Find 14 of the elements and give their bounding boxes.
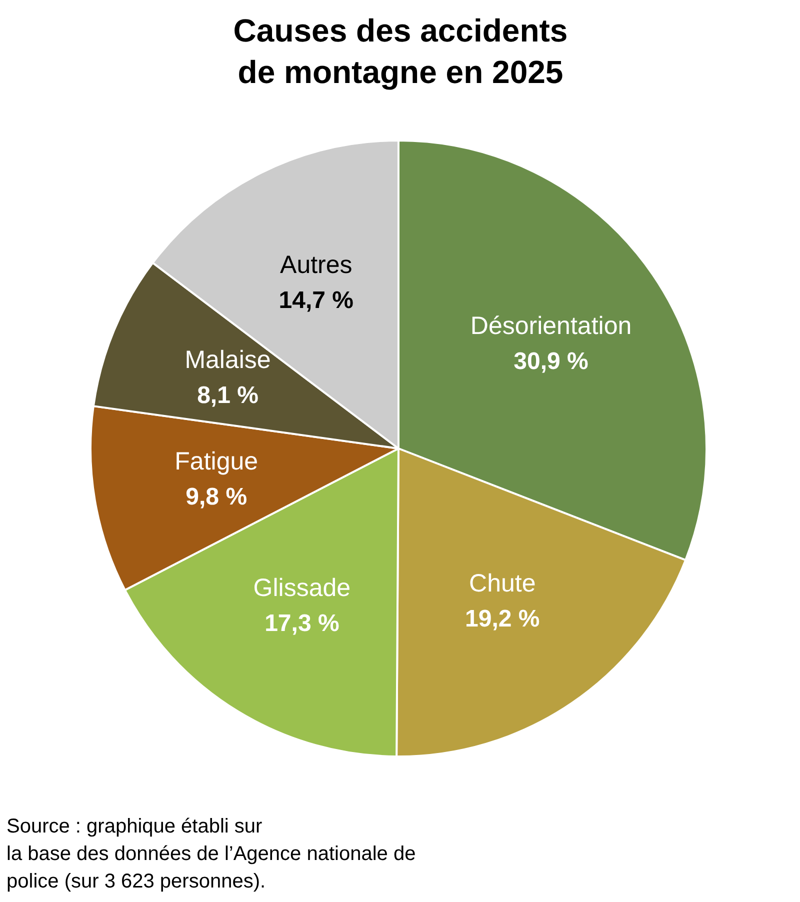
source-note: Source : graphique établi sur la base des données de l’Agence nationale de police (sur 3 623 personnes). xyxy=(6,816,416,892)
data-label: 19,2 % xyxy=(465,605,540,632)
slice-label: Désorientation xyxy=(470,312,632,340)
data-label: 17,3 % xyxy=(264,610,340,638)
chart-title: Causes des accidents de montagne en 2025 xyxy=(233,12,568,90)
slice-label: Autres xyxy=(280,251,352,280)
data-label: 14,7 % xyxy=(278,287,354,314)
slice-label: Glissade xyxy=(253,574,351,602)
data-label: 8,1 % xyxy=(197,382,258,409)
slice-label: Fatigue xyxy=(174,448,258,476)
slice-label: Malaise xyxy=(184,346,271,374)
data-label: 9,8 % xyxy=(186,484,248,511)
slice-label: Chute xyxy=(469,569,536,598)
data-label: 30,9 % xyxy=(514,348,588,376)
